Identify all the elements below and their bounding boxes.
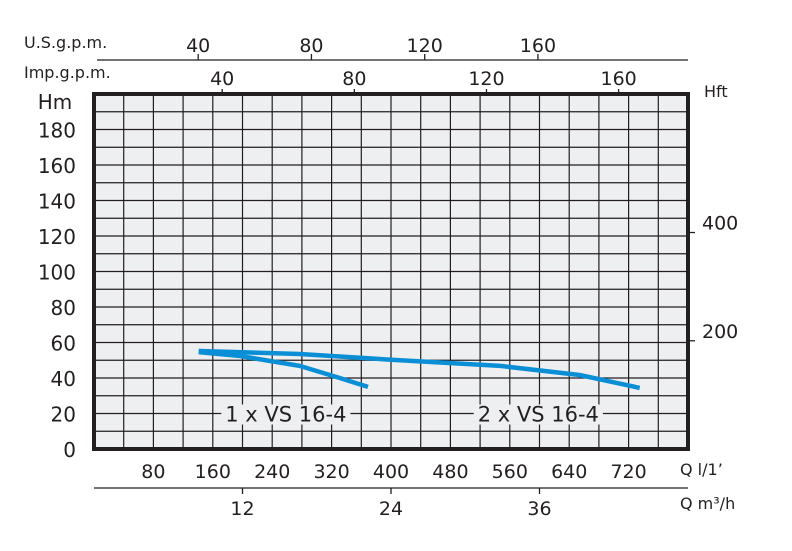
series-label-2: 2 x VS 16-4 [478,403,599,427]
x-tick-label: 80 [141,461,165,483]
y-tick-label: 100 [38,261,76,285]
imp-gpm-axis-label: Imp.g.p.m. [24,63,111,82]
m3h-tick-label: 12 [230,498,254,520]
x-axis-label: Q l/1’ [680,460,723,479]
y-tick-label: 140 [38,190,76,214]
us-gpm-tick-label: 40 [186,35,210,57]
series-label-bg [473,404,603,425]
series-label-bg [221,404,351,425]
imp-gpm-tick-label: 120 [468,68,504,90]
grid [94,94,688,449]
x-tick-label: 640 [551,461,587,483]
imp-gpm-tick-label: 80 [342,68,366,90]
x-tick-label: 400 [373,461,409,483]
us-gpm-tick-label: 80 [299,35,323,57]
curve-1 [198,349,369,390]
us-gpm-tick-label: 120 [407,35,443,57]
y-tick-label: 40 [51,367,76,391]
y-tick-label: 0 [63,438,76,462]
x-tick-label: 480 [432,461,468,483]
curve-2 [198,348,641,391]
y-tick-label: 160 [38,154,76,178]
y-tick-label: 80 [51,296,76,320]
x-tick-label: 560 [492,461,528,483]
m3h-axis-label: Q m³/h [680,494,735,513]
hft-axis-label: Hft [704,82,728,101]
m3h-tick-label: 24 [379,498,403,520]
x-tick-label: 320 [313,461,349,483]
m3h-tick-label: 36 [527,498,551,520]
x-tick-label: 720 [610,461,646,483]
series-label-1: 1 x VS 16-4 [225,403,346,427]
y-tick-label: 60 [51,332,76,356]
y-tick-label: 180 [38,119,76,143]
y-tick-label: 20 [51,403,76,427]
imp-gpm-tick-label: 160 [600,68,636,90]
us-gpm-axis-label: U.S.g.p.m. [24,33,107,52]
imp-gpm-tick-label: 40 [210,68,234,90]
y-tick-label: 120 [38,225,76,249]
hft-tick-label: 400 [702,213,738,235]
y-axis-label: Hm [38,90,73,114]
x-tick-label: 240 [254,461,290,483]
x-tick-label: 160 [195,461,231,483]
hft-tick-label: 200 [702,321,738,343]
us-gpm-tick-label: 160 [520,35,556,57]
plot-border [92,92,690,451]
